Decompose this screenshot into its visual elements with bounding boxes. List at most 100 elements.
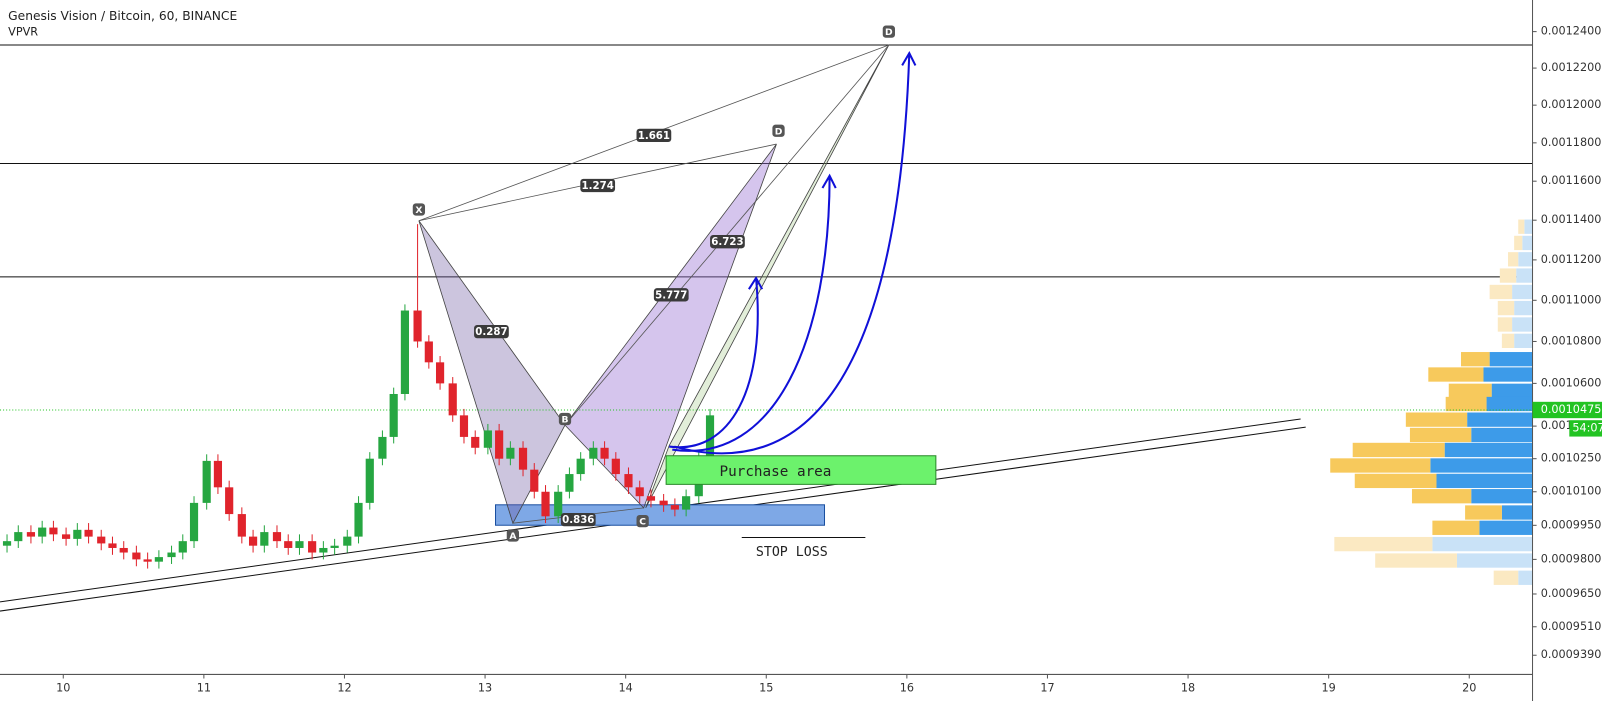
volume-down-bar bbox=[1489, 284, 1513, 300]
candle-body bbox=[167, 552, 176, 558]
volume-down-bar bbox=[1448, 383, 1492, 398]
candle-body bbox=[260, 532, 269, 546]
candle-body bbox=[448, 383, 457, 416]
volume-down-bar bbox=[1497, 317, 1513, 332]
candle-body bbox=[541, 491, 550, 517]
candle-body bbox=[635, 487, 644, 497]
volume-up-bar bbox=[1514, 300, 1533, 316]
pattern-cd bbox=[645, 44, 890, 509]
x-tick-label: 18 bbox=[1181, 682, 1195, 695]
y-tick-label: 0.0009950 bbox=[1541, 518, 1602, 531]
point-badge bbox=[412, 203, 426, 216]
candle-body bbox=[565, 474, 574, 492]
candle-body bbox=[108, 543, 117, 548]
countdown-label: 54:07 bbox=[1572, 421, 1602, 434]
y-tick-label: 0.0009510 bbox=[1541, 620, 1602, 633]
volume-up-bar bbox=[1489, 352, 1533, 367]
candle-body bbox=[354, 502, 363, 537]
candle-body bbox=[330, 545, 339, 548]
purchase-label: Purchase area bbox=[720, 464, 832, 480]
volume-up-bar bbox=[1471, 489, 1533, 504]
volume-up-bar bbox=[1512, 317, 1533, 332]
y-tick-label: 0.0011600 bbox=[1541, 174, 1602, 187]
candle-body bbox=[400, 310, 410, 394]
x-tick-label: 13 bbox=[478, 682, 492, 695]
volume-down-bar bbox=[1508, 252, 1519, 267]
point-label: B bbox=[561, 414, 568, 425]
y-tick-label: 0.0011400 bbox=[1541, 213, 1602, 226]
y-tick-label: 0.0009650 bbox=[1541, 587, 1602, 600]
y-tick-label: 0.0010250 bbox=[1541, 452, 1602, 465]
ratio-label: 0.287 bbox=[475, 327, 507, 338]
candle-body bbox=[284, 541, 293, 548]
point-label: D bbox=[775, 126, 783, 137]
candle-body bbox=[682, 496, 691, 510]
x-tick-label: 10 bbox=[56, 682, 70, 695]
point-badge bbox=[882, 25, 895, 38]
volume-up-bar bbox=[1491, 383, 1533, 398]
target-arrow bbox=[669, 275, 764, 449]
candle-body bbox=[495, 430, 504, 459]
volume-up-bar bbox=[1436, 473, 1533, 489]
point-label: X bbox=[415, 205, 422, 216]
candle-body bbox=[589, 447, 598, 459]
volume-up-bar bbox=[1522, 235, 1533, 251]
volume-down-bar bbox=[1465, 505, 1502, 520]
candle-body bbox=[459, 415, 469, 437]
volume-up-bar bbox=[1512, 284, 1533, 300]
y-tick-label: 0.0009800 bbox=[1541, 552, 1602, 565]
ratio-badge bbox=[653, 288, 689, 302]
y-tick-label: 0.0012200 bbox=[1541, 61, 1602, 74]
candle-body bbox=[576, 458, 585, 475]
last-price-label: 0.0010475 bbox=[1541, 403, 1602, 416]
pattern-xab bbox=[418, 220, 566, 525]
candle-body bbox=[84, 529, 93, 537]
x-tick-label: 12 bbox=[337, 682, 351, 695]
volume-down-bar bbox=[1405, 412, 1468, 427]
volume-up-bar bbox=[1471, 427, 1533, 443]
candle-body bbox=[248, 536, 258, 546]
candle-body bbox=[178, 541, 187, 553]
candle-body bbox=[308, 541, 317, 553]
candle-body bbox=[202, 460, 211, 503]
volume-down-bar bbox=[1461, 352, 1490, 367]
volume-down-bar bbox=[1428, 367, 1484, 382]
x-tick-label: 17 bbox=[1040, 682, 1054, 695]
volume-down-bar bbox=[1445, 396, 1487, 412]
candle-body bbox=[225, 487, 234, 515]
ratio-badge bbox=[710, 235, 745, 249]
volume-up-bar bbox=[1486, 396, 1533, 412]
target-arrow bbox=[672, 173, 837, 452]
x-tick-label: 15 bbox=[759, 682, 773, 695]
point-badge bbox=[772, 124, 785, 137]
y-tick-label: 0.0010600 bbox=[1541, 376, 1602, 389]
candle-body bbox=[343, 536, 352, 546]
x-tick-label: 16 bbox=[900, 682, 914, 695]
candle-body bbox=[49, 527, 58, 535]
candle-body bbox=[97, 536, 106, 544]
volume-down-bar bbox=[1514, 235, 1523, 251]
candle-body bbox=[237, 514, 246, 537]
candle-body bbox=[600, 447, 609, 459]
volume-down-bar bbox=[1499, 268, 1517, 283]
candle-body bbox=[471, 436, 480, 448]
ratio-label: 1.661 bbox=[638, 131, 670, 142]
y-tick-label: 0.0012400 bbox=[1541, 25, 1602, 38]
point-badge bbox=[506, 529, 520, 542]
candle-body bbox=[14, 532, 23, 542]
point-label: C bbox=[639, 517, 646, 528]
candle-body bbox=[659, 500, 668, 506]
x-tick-label: 20 bbox=[1462, 682, 1476, 695]
point-badge bbox=[558, 412, 572, 426]
candle-body bbox=[38, 527, 47, 537]
y-tick-label: 0.0009390 bbox=[1541, 648, 1602, 661]
target-arrow bbox=[674, 50, 917, 455]
x-tick-label: 14 bbox=[619, 682, 633, 695]
candle-body bbox=[272, 532, 282, 542]
point-label: A bbox=[509, 531, 517, 542]
volume-up-bar bbox=[1483, 367, 1533, 382]
candle-body bbox=[213, 460, 223, 488]
candle-body bbox=[670, 505, 679, 510]
ratio-label: 0.836 bbox=[562, 515, 594, 526]
